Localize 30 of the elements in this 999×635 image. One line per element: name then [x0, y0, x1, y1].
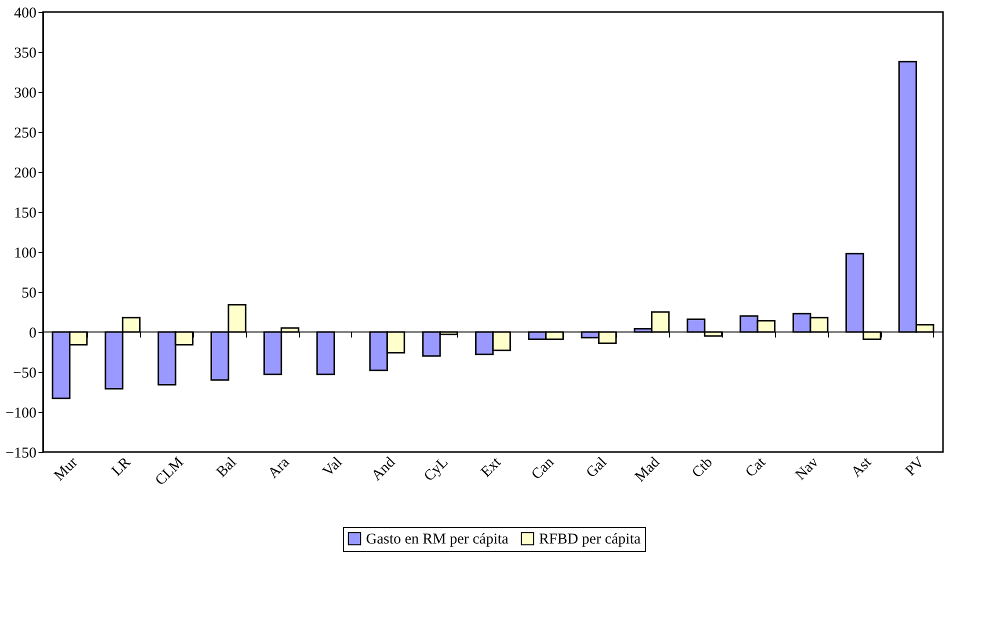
y-tick-label: 400: [14, 6, 36, 22]
x-tick-label: CyL: [421, 454, 452, 485]
y-tick-label: −150: [6, 446, 36, 462]
x-tick-label: Can: [528, 454, 558, 483]
x-tick-label: Ara: [265, 454, 293, 482]
x-tick-label: Ast: [848, 454, 876, 481]
x-tick-label: Ext: [478, 454, 505, 481]
x-tick-label: Gal: [583, 454, 610, 482]
y-tick-label: 0: [29, 326, 36, 342]
y-tick-label: 350: [14, 46, 36, 62]
x-tick-label: Nav: [792, 454, 822, 484]
y-tick-label: 50: [22, 286, 36, 302]
x-tick-label: Cat: [742, 454, 770, 481]
y-tick-label: −100: [6, 406, 36, 422]
x-tick-label: Mur: [51, 454, 82, 484]
y-tick-label: 150: [14, 206, 36, 222]
y-tick-label: 200: [14, 166, 36, 182]
x-tick-label: Ctb: [689, 454, 716, 482]
y-tick-label: 300: [14, 86, 36, 102]
legend-label: Gasto en RM per cápita: [366, 532, 509, 548]
x-tick-label: LR: [109, 454, 134, 480]
y-tick-label: 250: [14, 126, 36, 142]
y-tick-label: −50: [13, 366, 36, 382]
x-tick-label: Bal: [214, 454, 240, 481]
x-tick-label: Val: [320, 454, 346, 480]
x-tick-label: And: [368, 454, 399, 484]
y-tick-label: 100: [14, 246, 36, 262]
legend-label: RFBD per cápita: [539, 532, 641, 548]
x-tick-label: PV: [902, 454, 928, 480]
x-tick-label: Mad: [632, 454, 664, 486]
